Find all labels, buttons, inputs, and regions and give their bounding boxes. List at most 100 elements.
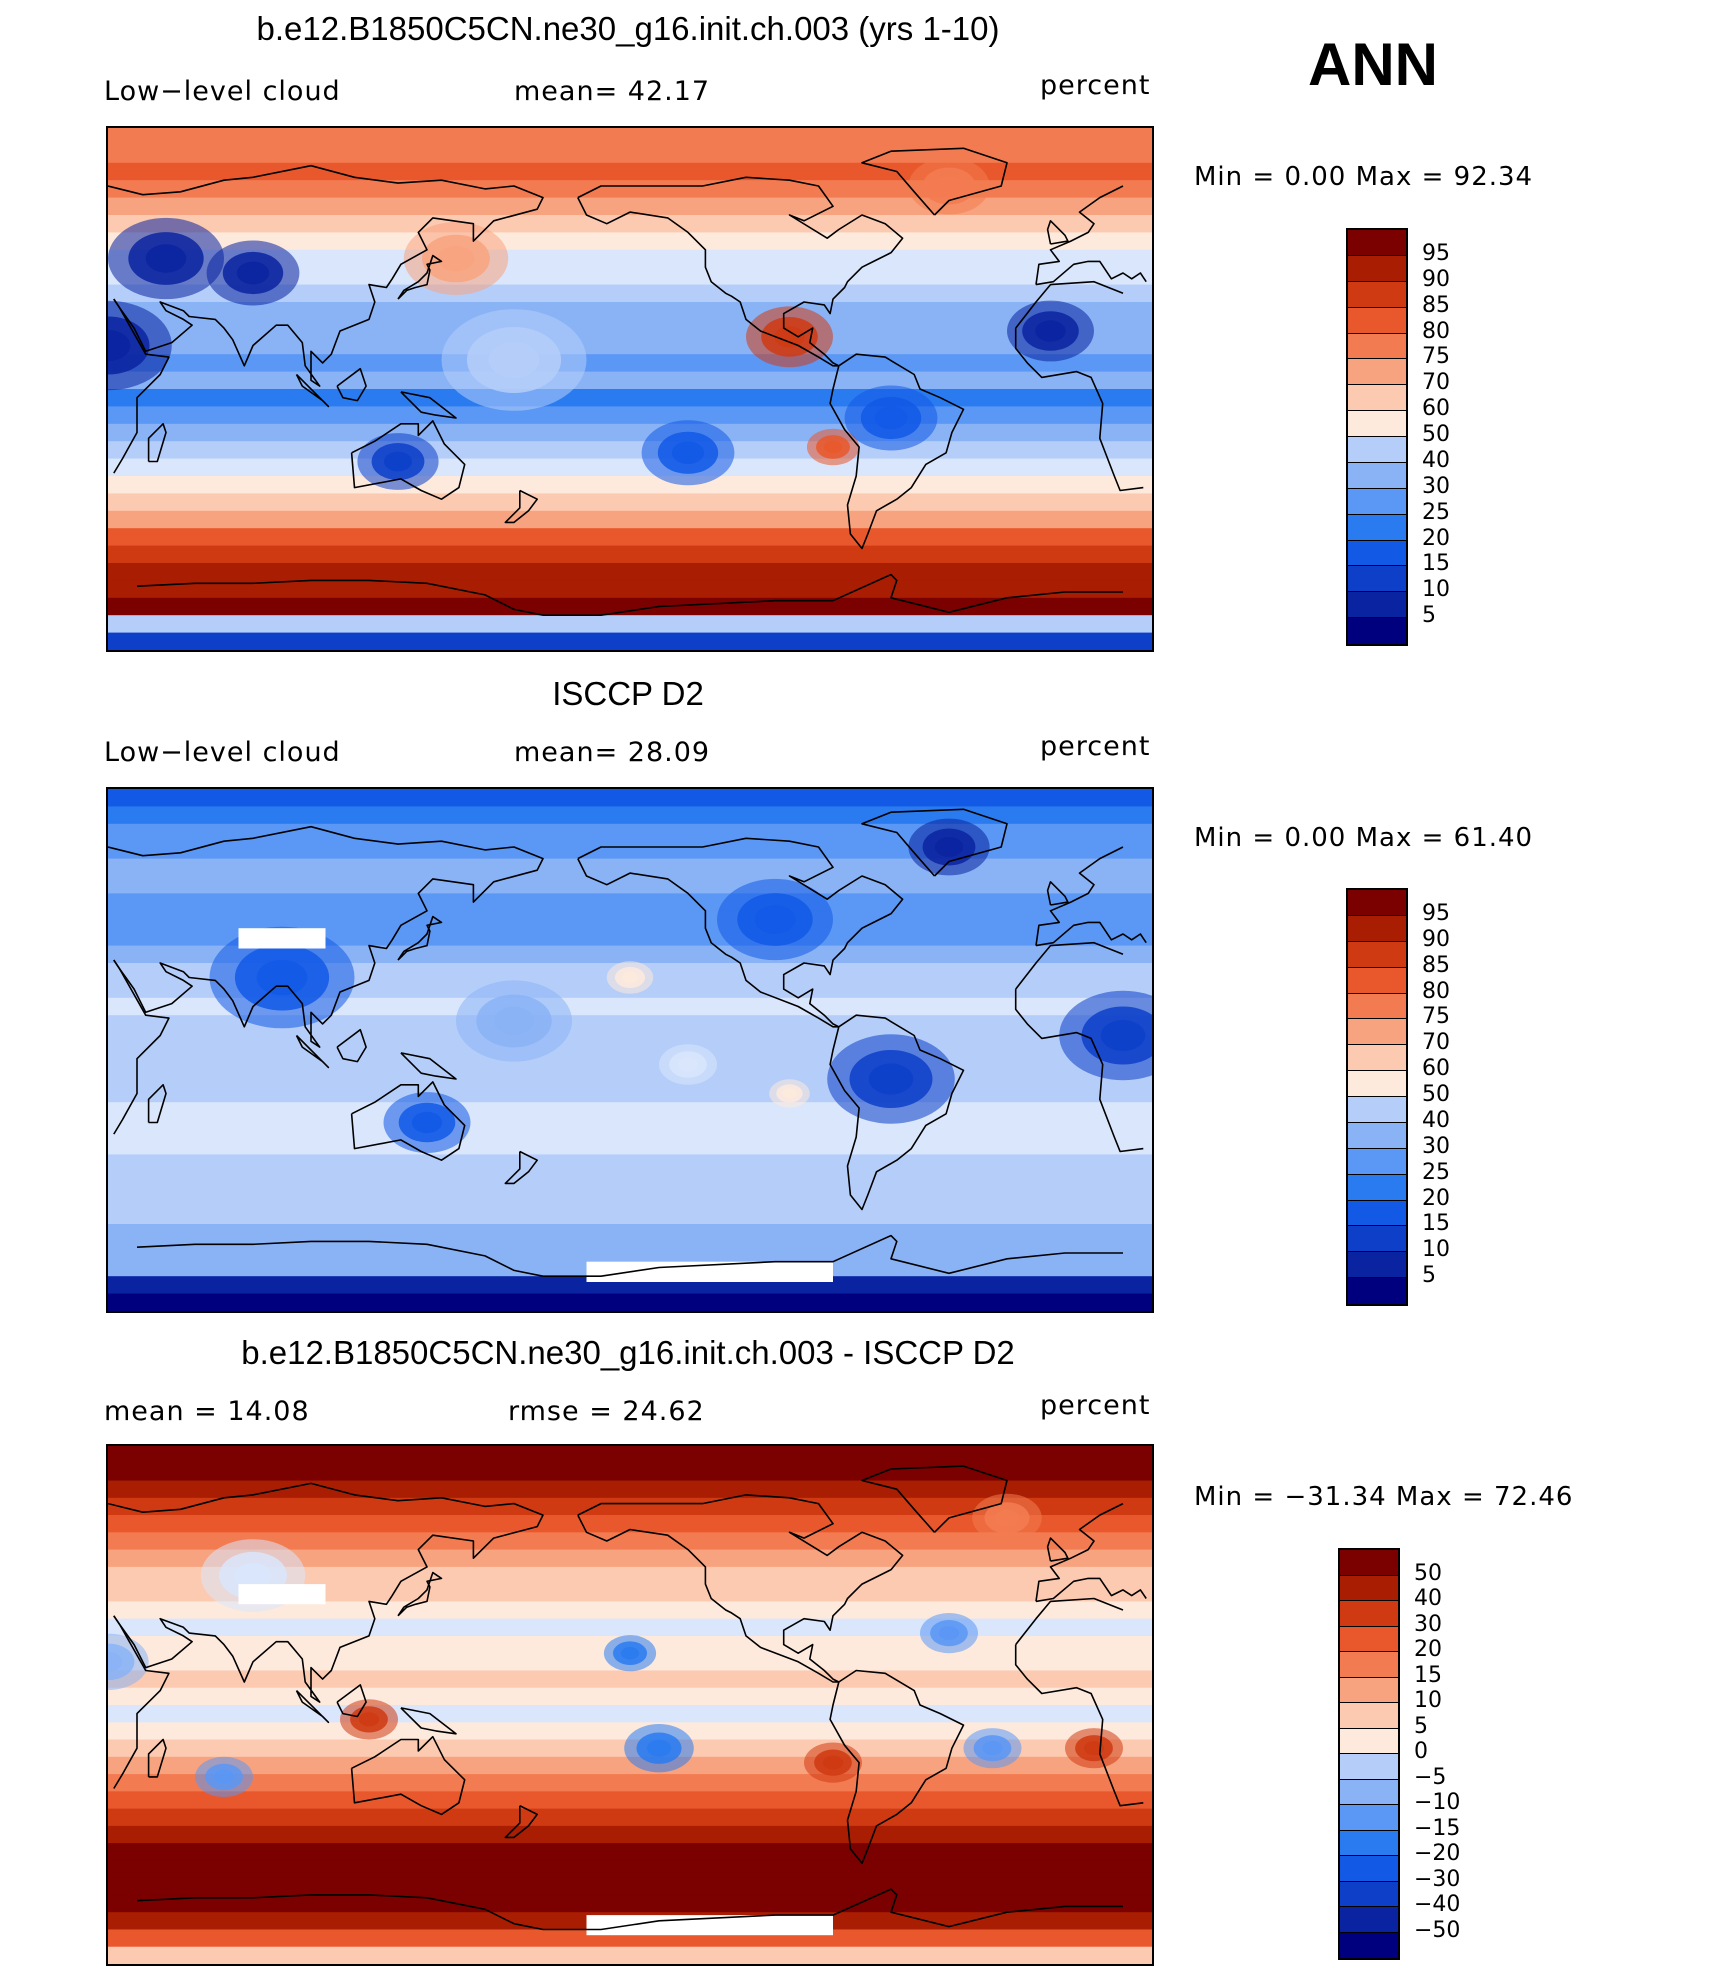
coastline xyxy=(543,1234,1123,1278)
coastline xyxy=(829,353,965,550)
colorbar-swatch xyxy=(1340,1677,1398,1703)
panel-2-mean-label: mean= 28.09 xyxy=(514,737,711,768)
field-band xyxy=(108,1137,1152,1156)
field-feature xyxy=(488,342,540,378)
field-band xyxy=(108,945,1152,964)
field-band xyxy=(108,545,1152,564)
colorbar-swatch xyxy=(1340,1703,1398,1729)
colorbar-swatch xyxy=(1348,1071,1406,1097)
field-band xyxy=(108,1050,1152,1069)
field-band xyxy=(108,893,1152,912)
field-band xyxy=(108,1515,1152,1534)
colorbar-tick-label: −50 xyxy=(1414,1917,1461,1943)
field-band xyxy=(108,1946,1152,1964)
field-feature xyxy=(411,1111,443,1134)
coastline xyxy=(1035,260,1147,286)
field-band xyxy=(108,1618,1152,1637)
panel-3-rmse-label: rmse = 24.62 xyxy=(508,1396,705,1427)
field-band xyxy=(108,1601,1152,1620)
colorbar-tick-label: 5 xyxy=(1422,603,1436,629)
field-band xyxy=(108,615,1152,634)
coastline xyxy=(829,1669,965,1865)
coastline xyxy=(1015,941,1124,990)
colorbar-swatch xyxy=(1340,1856,1398,1882)
coastline xyxy=(1015,1597,1124,1646)
field-feature xyxy=(754,905,796,934)
field-feature xyxy=(874,406,908,430)
colorbar-swatch xyxy=(1348,1045,1406,1072)
colorbar-tick-label: −30 xyxy=(1414,1866,1461,1892)
colorbar-swatch xyxy=(1340,1907,1398,1933)
colorbar-tick-label: 40 xyxy=(1422,447,1450,473)
colorbar-swatch xyxy=(1348,230,1406,256)
field-feature xyxy=(236,261,270,285)
coastline xyxy=(113,298,170,474)
field-feature xyxy=(982,1741,1003,1756)
field-band xyxy=(108,876,1152,895)
field-feature xyxy=(938,1626,960,1641)
colorbar-tick-label: 95 xyxy=(1422,900,1450,926)
colorbar-swatch xyxy=(1348,1252,1406,1279)
colorbar-tick-label: 40 xyxy=(1422,1107,1450,1133)
colorbar-swatch xyxy=(1340,1754,1398,1780)
colorbar-swatch xyxy=(1348,1278,1406,1304)
panel-1-units: percent xyxy=(1040,70,1151,101)
field-band xyxy=(108,1877,1152,1896)
field-band xyxy=(108,1224,1152,1243)
coastline xyxy=(1046,881,1069,906)
colorbar-swatch xyxy=(1340,1626,1398,1652)
field-band xyxy=(108,493,1152,512)
field-feature xyxy=(256,959,308,996)
missing-data-region xyxy=(238,1584,326,1605)
colorbar-swatch xyxy=(1348,1174,1406,1201)
field-band xyxy=(108,1206,1152,1225)
field-band xyxy=(108,389,1152,408)
coastline xyxy=(113,1615,170,1789)
field-band xyxy=(108,1705,1152,1724)
coastline xyxy=(1035,1577,1147,1603)
colorbar-tick-label: 50 xyxy=(1414,1560,1442,1586)
coastline xyxy=(400,391,457,419)
colorbar-tick-label: 25 xyxy=(1422,499,1450,525)
field-band xyxy=(108,1032,1152,1051)
coastline xyxy=(504,1804,539,1839)
field-band xyxy=(108,215,1152,234)
colorbar-tick-label: 40 xyxy=(1414,1586,1442,1611)
coastline xyxy=(504,489,539,524)
colorbar-swatch xyxy=(1348,592,1406,619)
colorbar-tick-label: 20 xyxy=(1422,1185,1450,1211)
field-feature xyxy=(437,245,475,272)
field-feature xyxy=(145,244,187,273)
field-feature xyxy=(108,1651,123,1672)
field-feature xyxy=(213,1769,235,1784)
colorbar-tick-label: 85 xyxy=(1422,292,1450,318)
colorbar-swatch xyxy=(1340,1652,1398,1678)
field-band xyxy=(108,284,1152,303)
field-band xyxy=(108,1067,1152,1086)
colorbar-tick-label: 5 xyxy=(1422,1263,1436,1289)
panel-3-colorbar-labels: 50 40 30 20 15 10 5 0 −5 −10 −15 −20 −30 −40 −50 xyxy=(1414,1548,1484,1956)
coastline xyxy=(295,1690,330,1724)
field-band xyxy=(108,1497,1152,1517)
panel-3-units: percent xyxy=(1040,1390,1151,1421)
colorbar-swatch xyxy=(1340,1728,1398,1754)
field-feature xyxy=(823,440,843,454)
field-band xyxy=(108,197,1152,216)
colorbar-swatch xyxy=(1340,1575,1398,1601)
colorbar-tick-label: 50 xyxy=(1422,1082,1450,1107)
field-band xyxy=(108,1171,1152,1191)
coastline xyxy=(147,1738,167,1778)
field-band xyxy=(108,1241,1152,1260)
field-band xyxy=(108,267,1152,286)
panel-3-colorbar xyxy=(1338,1548,1400,1960)
coastline xyxy=(350,420,466,501)
field-feature xyxy=(358,1712,380,1727)
field-band xyxy=(108,1102,1152,1121)
field-band xyxy=(108,423,1152,443)
colorbar-swatch xyxy=(1348,514,1406,541)
colorbar-swatch xyxy=(1348,255,1406,282)
field-feature xyxy=(782,1088,797,1099)
colorbar-tick-label: 70 xyxy=(1422,370,1450,396)
coastline xyxy=(829,1014,965,1211)
colorbar-tick-label: 80 xyxy=(1422,978,1450,1004)
